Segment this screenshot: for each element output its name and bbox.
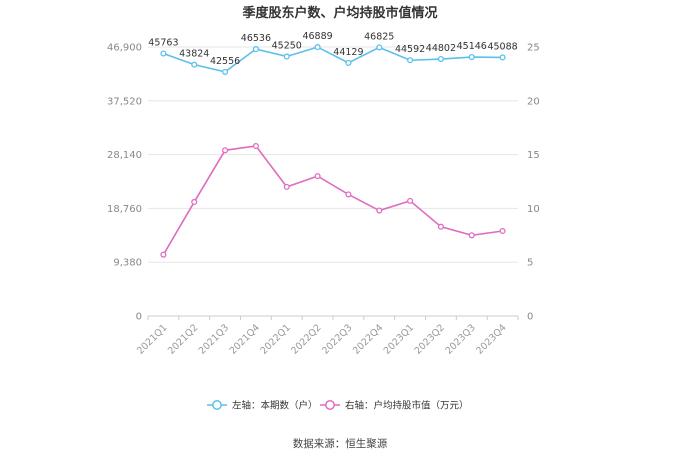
data-point <box>222 68 229 75</box>
left-tick-label: 9,380 <box>113 258 142 269</box>
right-tick-label: 5 <box>527 258 533 269</box>
legend[interactable]: 左轴：本期数（户） 右轴：户均持股市值（万元） <box>207 400 469 412</box>
x-tick-label: 2021Q3 <box>197 322 231 356</box>
left-tick-label: 28,140 <box>107 150 142 161</box>
data-point <box>314 173 321 180</box>
data-label: 46536 <box>241 33 271 44</box>
data-point <box>222 147 229 154</box>
x-axis: 2021Q12021Q22021Q32021Q42022Q12022Q22022… <box>135 316 519 357</box>
data-point <box>376 207 383 214</box>
right-tick-label: 0 <box>527 312 533 323</box>
data-point <box>407 57 414 64</box>
x-tick-label: 2021Q4 <box>228 322 262 356</box>
data-point <box>407 197 414 204</box>
data-point <box>499 54 506 61</box>
data-label: 44802 <box>426 43 456 54</box>
data-point <box>160 251 167 258</box>
right-tick-label: 25 <box>527 43 540 54</box>
data-label: 42556 <box>210 56 240 67</box>
data-label: 44129 <box>333 47 363 58</box>
data-point <box>376 44 383 51</box>
data-point <box>437 55 444 63</box>
data-point <box>345 59 352 66</box>
legend-label: 左轴：本期数（户） <box>232 400 318 412</box>
data-point <box>468 54 475 61</box>
series-line <box>163 46 503 73</box>
data-label: 45250 <box>272 40 302 51</box>
legend-item-2[interactable]: 右轴：户均持股市值（万元） <box>320 400 469 412</box>
series-line <box>162 145 503 256</box>
left-tick-label: 0 <box>136 312 142 323</box>
x-tick-label: 2023Q4 <box>474 322 508 356</box>
right-tick-label: 15 <box>527 150 540 161</box>
data-point <box>345 191 352 198</box>
x-tick-label: 2022Q3 <box>320 322 354 356</box>
data-point <box>160 50 167 57</box>
data-point <box>252 46 259 53</box>
data-point <box>252 142 259 150</box>
left-tick-label: 37,520 <box>107 96 142 107</box>
legend-marker <box>212 400 222 410</box>
legend-label: 右轴：户均持股市值（万元） <box>345 400 469 412</box>
data-label: 45146 <box>457 41 487 52</box>
legend-marker <box>325 400 335 410</box>
data-point <box>499 227 506 235</box>
left-tick-label: 46,900 <box>107 43 142 54</box>
data-point <box>283 183 290 190</box>
x-tick-label: 2021Q1 <box>135 322 169 356</box>
data-point <box>437 223 444 230</box>
left-axis: 0 9,380 18,760 28,140 37,520 46,900 <box>107 43 142 323</box>
data-label: 45763 <box>148 38 178 49</box>
data-point <box>468 232 475 239</box>
x-tick-label: 2023Q3 <box>443 322 477 356</box>
data-point <box>191 61 198 68</box>
right-tick-label: 20 <box>527 96 540 107</box>
x-tick-label: 2021Q2 <box>166 322 200 356</box>
data-label: 43824 <box>179 49 209 60</box>
data-point <box>191 198 198 205</box>
x-tick-label: 2022Q2 <box>289 322 323 356</box>
data-label: 46889 <box>302 31 332 42</box>
x-tick-label: 2023Q2 <box>413 322 447 356</box>
data-point <box>314 44 321 51</box>
series-2 <box>160 142 506 258</box>
x-tick-label: 2022Q1 <box>258 322 292 356</box>
data-label: 44592 <box>395 44 425 55</box>
right-axis: 0 5 10 15 20 25 <box>527 43 540 323</box>
data-source: 数据来源：恒生聚源 <box>293 437 388 450</box>
chart-title: 季度股东户数、户均持股市值情况 <box>241 5 437 21</box>
data-label: 45088 <box>487 41 517 52</box>
data-point <box>283 53 290 60</box>
grid <box>148 46 518 317</box>
left-tick-label: 18,760 <box>107 204 142 215</box>
right-tick-label: 10 <box>527 204 540 215</box>
data-label: 46825 <box>364 31 394 42</box>
legend-item-1[interactable]: 左轴：本期数（户） <box>207 400 318 412</box>
x-tick-label: 2023Q1 <box>382 322 416 356</box>
x-tick-label: 2022Q4 <box>351 322 385 356</box>
